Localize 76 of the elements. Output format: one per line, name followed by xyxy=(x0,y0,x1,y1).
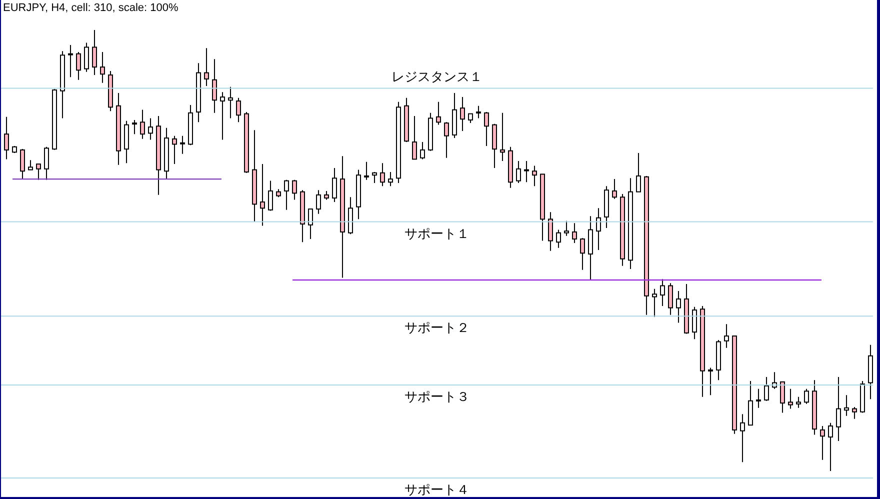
candlestick xyxy=(804,388,809,404)
candlestick xyxy=(332,168,337,202)
candlestick xyxy=(28,160,33,170)
candlestick xyxy=(420,142,425,160)
candlestick xyxy=(612,178,617,200)
candlestick xyxy=(20,148,25,180)
candlestick xyxy=(268,180,273,212)
candlestick xyxy=(36,164,41,180)
candlestick xyxy=(260,164,265,226)
candlestick xyxy=(68,44,73,78)
candlestick xyxy=(724,324,729,348)
candlestick xyxy=(780,381,785,414)
candlestick xyxy=(764,376,769,402)
candlestick xyxy=(76,52,81,80)
candlestick xyxy=(4,116,9,160)
ref-line-label: レジスタンス１ xyxy=(392,70,482,86)
candlestick xyxy=(484,112,489,146)
candlestick xyxy=(388,171,393,187)
candlestick xyxy=(740,414,745,463)
candlestick xyxy=(436,101,441,126)
chart-title: EURJPY, H4, cell: 310, scale: 100% xyxy=(3,2,178,15)
candlestick xyxy=(236,97,241,123)
candlestick xyxy=(172,135,177,165)
candlestick xyxy=(412,115,417,160)
candlestick xyxy=(44,146,49,180)
candlestick xyxy=(308,208,313,240)
candlestick xyxy=(180,135,185,154)
candlestick xyxy=(756,388,761,408)
candlestick xyxy=(660,278,665,307)
candlestick xyxy=(292,179,297,200)
candlestick xyxy=(708,367,713,396)
candlestick xyxy=(212,58,217,114)
candlestick xyxy=(636,152,641,192)
candlestick xyxy=(220,92,225,140)
candlestick xyxy=(548,212,553,252)
candlestick xyxy=(148,118,153,140)
candlestick xyxy=(556,229,561,248)
ref-line-label: サポート３ xyxy=(404,390,470,405)
candlestick xyxy=(596,208,601,251)
candlestick xyxy=(100,52,105,84)
candlestick xyxy=(92,30,97,76)
candlestick xyxy=(844,394,849,416)
candlestick xyxy=(676,290,681,324)
candlestick xyxy=(372,171,377,184)
candlestick xyxy=(500,112,505,162)
candlestick xyxy=(828,422,833,472)
candlestick xyxy=(468,113,473,124)
candlestick xyxy=(572,222,577,244)
candlestick xyxy=(380,162,385,187)
candlestick xyxy=(132,119,137,135)
ref-line-label: サポート４ xyxy=(404,483,470,498)
candlestick xyxy=(692,306,697,340)
candlestick xyxy=(652,288,657,318)
candlestick xyxy=(580,238,585,270)
candlestick xyxy=(140,109,145,140)
candlestick xyxy=(820,425,825,460)
ref-line-label: サポート１ xyxy=(404,226,470,242)
candlestick xyxy=(364,161,369,180)
candlestick xyxy=(316,190,321,214)
candlestick xyxy=(460,96,465,132)
candlestick xyxy=(84,42,89,72)
candlestick xyxy=(204,48,209,86)
candlestick xyxy=(524,160,529,183)
ref-line-label: サポート２ xyxy=(404,321,470,336)
candlestick xyxy=(476,105,481,119)
candlestick xyxy=(852,406,857,420)
candlestick xyxy=(516,160,521,184)
candlestick xyxy=(564,220,569,236)
candlestick xyxy=(284,179,289,210)
candlestick xyxy=(228,86,233,119)
candlestick xyxy=(532,165,537,187)
candlestick xyxy=(788,388,793,410)
candlestick xyxy=(796,396,801,408)
candlestick xyxy=(444,122,449,158)
candlestick xyxy=(836,376,841,442)
candlestick xyxy=(668,282,673,316)
